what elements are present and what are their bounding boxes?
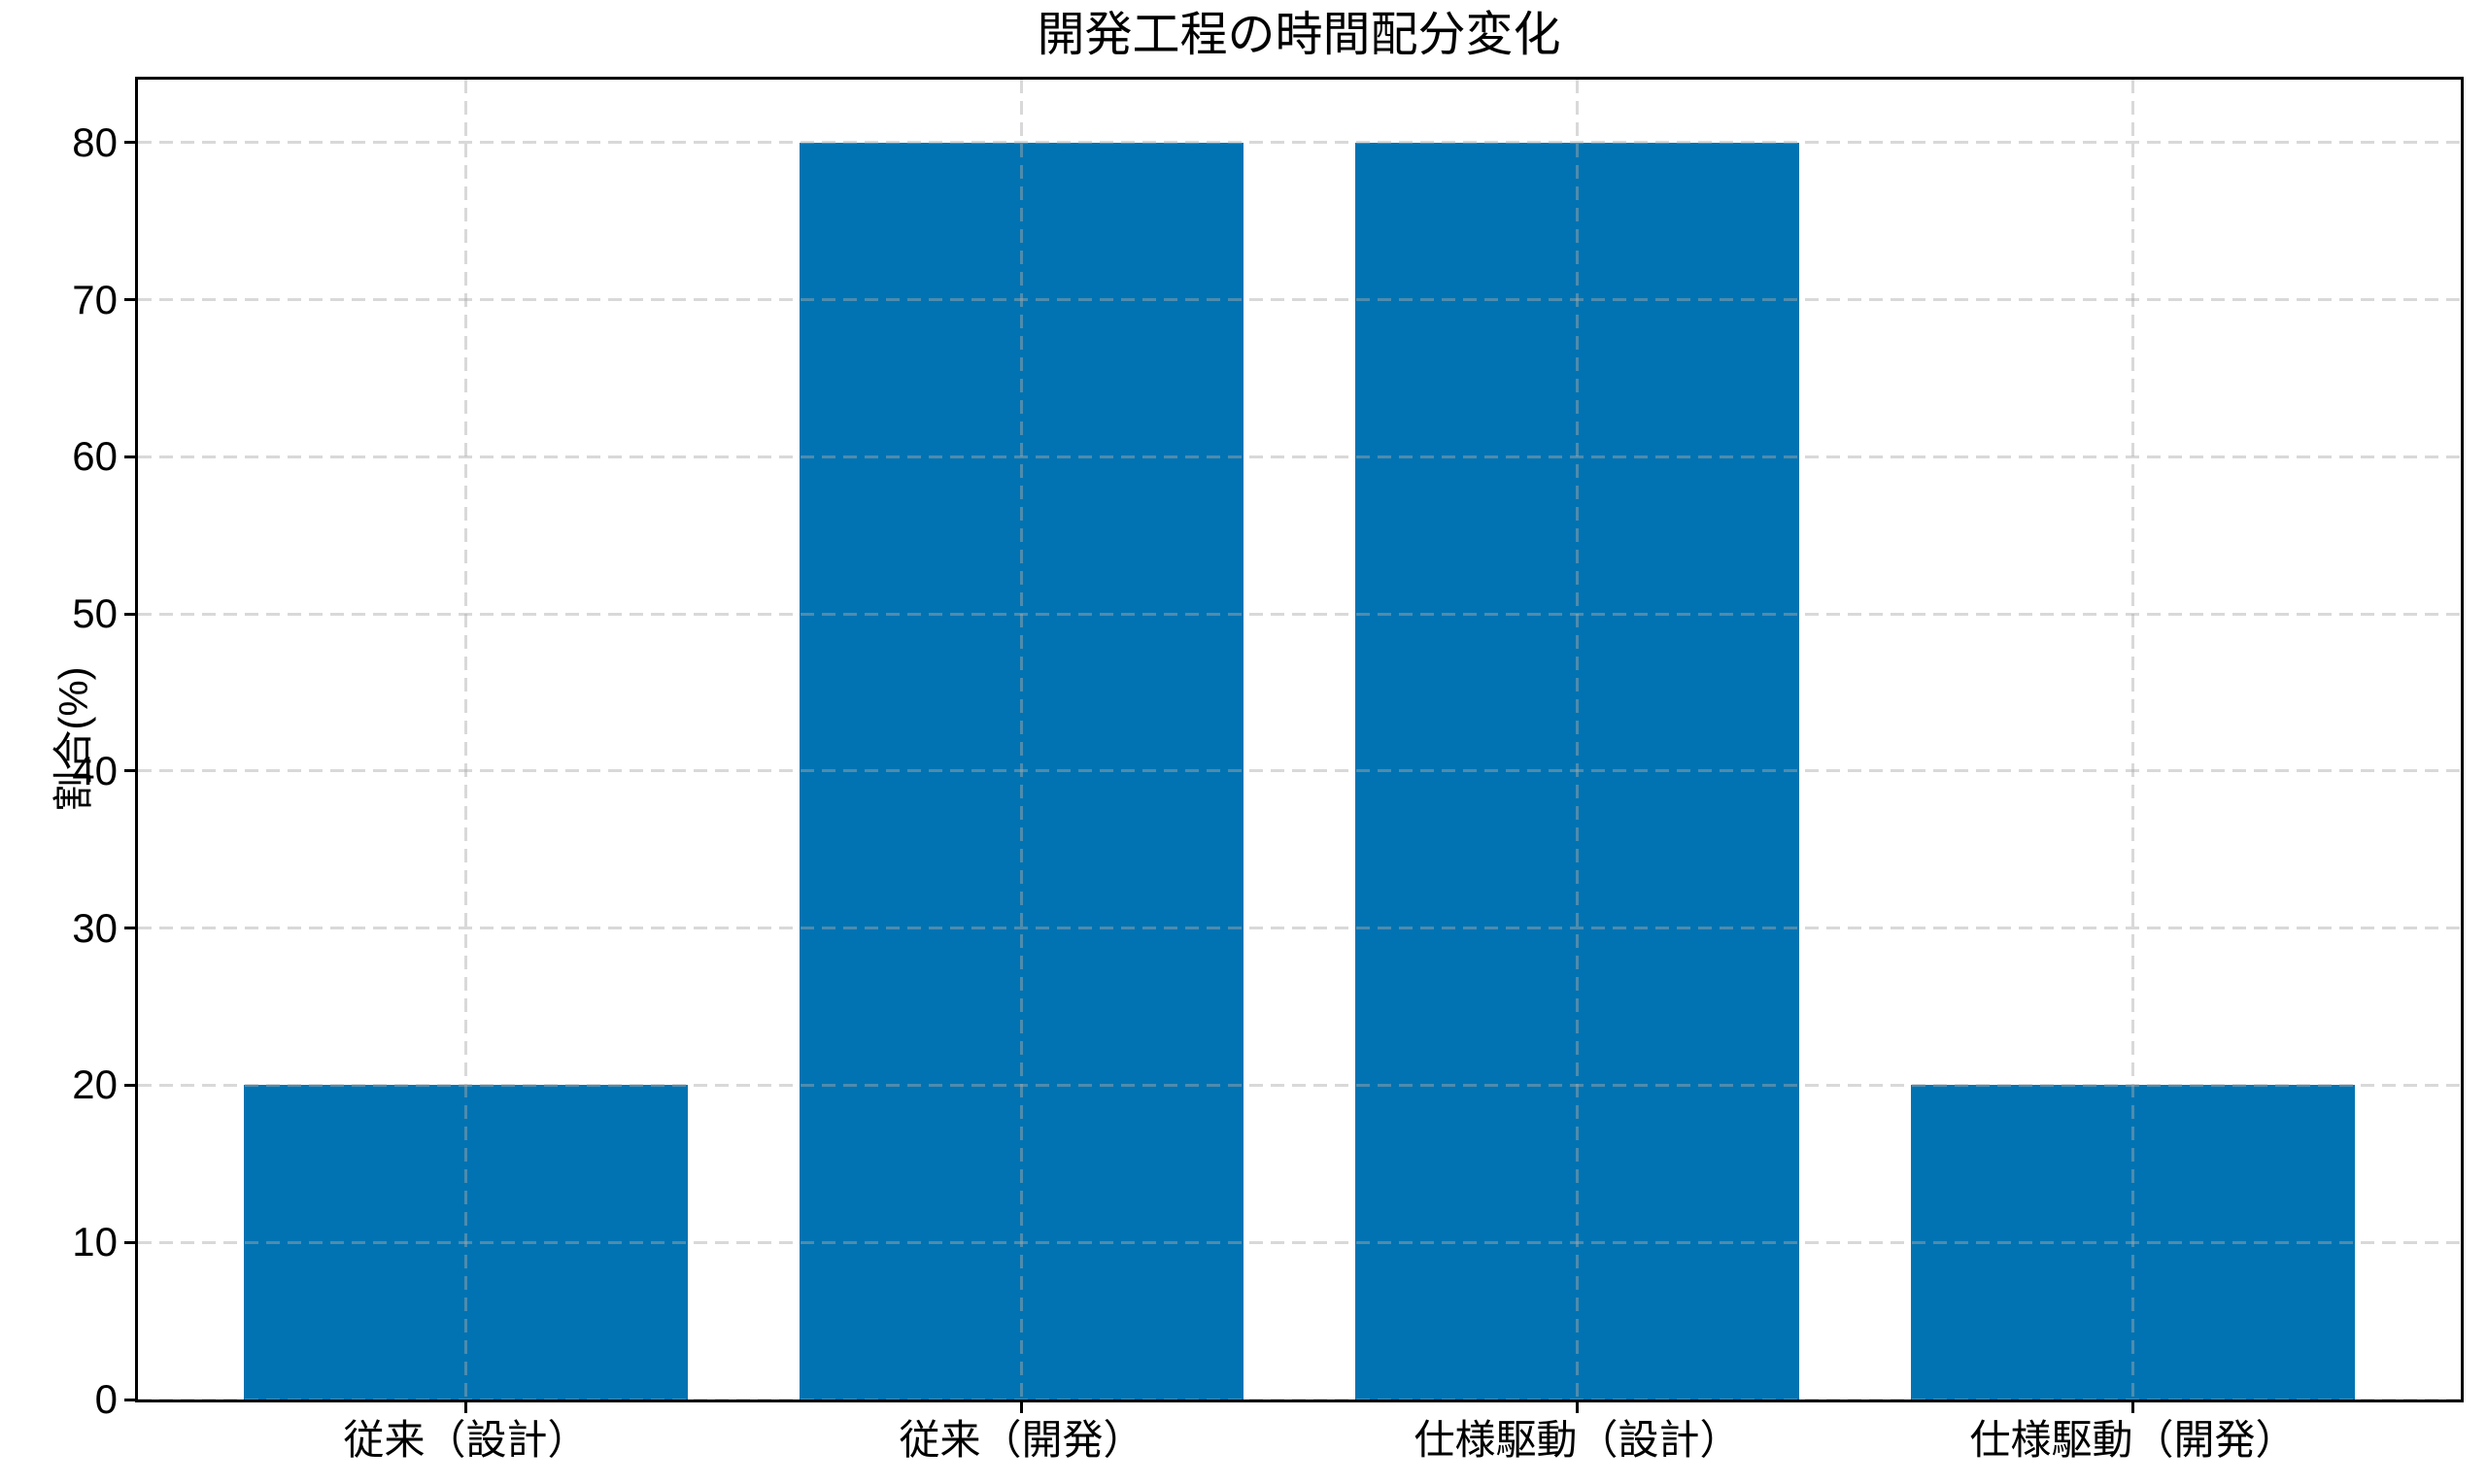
y-tick-label-70: 70: [72, 276, 118, 322]
x-tick-label-1: 従来（開発）: [899, 1417, 1144, 1463]
bar-1: [799, 142, 1244, 1400]
y-tick-mark-70: [124, 298, 136, 301]
plot-area: [138, 80, 2461, 1400]
y-tick-mark-50: [124, 612, 136, 616]
y-tick-label-40: 40: [72, 747, 118, 793]
gridline-horizontal-10: [138, 1240, 2461, 1244]
y-tick-mark-80: [124, 141, 136, 145]
gridline-horizontal-30: [138, 927, 2461, 930]
gridline-horizontal-70: [138, 298, 2461, 301]
y-tick-label-0: 0: [94, 1376, 118, 1422]
gridline-vertical-2: [1576, 80, 1579, 1400]
x-tick-mark-3: [2131, 1401, 2134, 1413]
x-tick-mark-2: [1576, 1401, 1579, 1413]
y-tick-label-60: 60: [72, 433, 118, 480]
y-tick-mark-30: [124, 927, 136, 930]
y-tick-mark-20: [124, 1083, 136, 1087]
bar-0: [243, 1085, 689, 1400]
y-tick-label-10: 10: [72, 1219, 118, 1265]
y-tick-label-30: 30: [72, 904, 118, 951]
y-tick-mark-10: [124, 1240, 136, 1244]
y-tick-label-50: 50: [72, 590, 118, 637]
x-tick-label-0: 従来（設計）: [343, 1417, 589, 1463]
gridline-horizontal-60: [138, 455, 2461, 458]
gridline-horizontal-40: [138, 769, 2461, 773]
gridline-vertical-1: [1019, 80, 1023, 1400]
bar-3: [1910, 1085, 2356, 1400]
x-tick-mark-0: [463, 1401, 467, 1413]
gridline-horizontal-50: [138, 612, 2461, 616]
y-tick-mark-60: [124, 455, 136, 458]
chart-title: 開発工程の時間配分変化: [1037, 9, 1561, 61]
gridline-horizontal-80: [138, 141, 2461, 145]
y-tick-label-20: 20: [72, 1062, 118, 1108]
gridline-horizontal-20: [138, 1083, 2461, 1087]
x-tick-mark-1: [1019, 1401, 1023, 1413]
gridline-horizontal-0: [138, 1398, 2461, 1400]
gridline-vertical-3: [2131, 80, 2134, 1400]
bar-2: [1354, 142, 1800, 1400]
y-tick-mark-40: [124, 769, 136, 773]
x-tick-label-3: 仕様駆動（開発）: [1969, 1417, 2297, 1463]
y-tick-mark-0: [124, 1398, 136, 1401]
x-tick-label-2: 仕様駆動（設計）: [1414, 1417, 1741, 1463]
gridline-vertical-0: [463, 80, 467, 1400]
y-tick-label-80: 80: [72, 118, 118, 165]
